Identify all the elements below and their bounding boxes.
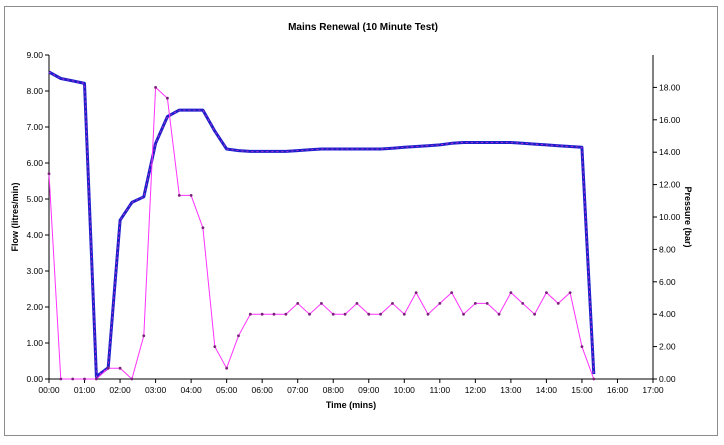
flow-point [308, 312, 311, 316]
flow-point [545, 291, 548, 294]
y-left-tick-label: 8.00 [26, 86, 43, 96]
x-tick-label: 02:00 [109, 385, 131, 395]
flow-point [580, 345, 584, 348]
flow-point [556, 302, 560, 305]
flow-point [166, 96, 169, 100]
flow-series-line [48, 86, 595, 380]
x-tick-label: 00:00 [38, 385, 60, 395]
flow-point [331, 312, 335, 316]
flow-point [343, 312, 347, 316]
flow-point [462, 312, 465, 316]
chart-frame: Mains Renewal (10 Minute Test) 00:00 01:0… [4, 6, 718, 436]
flow-point [402, 312, 406, 316]
y-left-tick-label: 7.00 [26, 122, 43, 132]
flow-point [296, 302, 300, 305]
chart-svg: Mains Renewal (10 Minute Test) 00:00 01:0… [10, 22, 693, 410]
y-right-axis-ticks: 0.00 2.00 4.00 6.00 8.00 10.00 12.00 14.00 16.00… [653, 82, 681, 384]
flow-point [213, 345, 217, 348]
y-left-tick-label: 2.00 [26, 302, 43, 312]
flow-point [391, 302, 394, 305]
flow-point [379, 312, 382, 316]
flow-point [260, 312, 264, 316]
y-left-tick-label: 9.00 [26, 50, 43, 60]
y-right-tick-label: 4.00 [659, 309, 676, 319]
y-left-tick-label: 5.00 [26, 194, 43, 204]
flow-point [568, 291, 572, 294]
flow-point [355, 302, 359, 305]
flow-point [426, 312, 430, 316]
x-axis-ticks: 00:00 01:00 02:00 03:00 04:00 05:00 06:00 07:00… [38, 379, 664, 395]
x-tick-label: 15:00 [571, 385, 593, 395]
y-left-axis-label: Flow (litres/min) [10, 182, 20, 251]
y-right-tick-label: 2.00 [659, 342, 676, 352]
flow-point [237, 334, 240, 338]
x-tick-label: 13:00 [500, 385, 522, 395]
y-left-tick-label: 1.00 [26, 338, 43, 348]
flow-point [83, 377, 86, 381]
x-tick-label: 17:00 [642, 385, 664, 395]
flow-point [592, 377, 596, 381]
y-right-tick-label: 8.00 [659, 244, 676, 254]
x-tick-label: 03:00 [145, 385, 167, 395]
flow-point [130, 377, 134, 381]
y-left-tick-label: 3.00 [26, 266, 43, 276]
flow-point [367, 312, 371, 316]
x-tick-label: 14:00 [536, 385, 558, 395]
flow-point [450, 291, 454, 294]
x-tick-label: 01:00 [74, 385, 96, 395]
y-right-tick-label: 18.00 [659, 82, 681, 92]
x-tick-label: 04:00 [180, 385, 202, 395]
x-tick-label: 06:00 [252, 385, 274, 395]
flow-point [533, 312, 536, 316]
y-left-tick-label: 0.00 [26, 374, 43, 384]
flow-point [414, 291, 418, 294]
flow-point [201, 226, 205, 230]
flow-point [438, 302, 442, 305]
flow-point [47, 172, 51, 176]
flow-point [485, 302, 489, 305]
pressure-series-line [48, 70, 596, 379]
y-right-tick-label: 10.00 [659, 212, 681, 222]
x-tick-label: 05:00 [216, 385, 238, 395]
flow-point [59, 377, 63, 381]
x-tick-label: 07:00 [287, 385, 309, 395]
flow-point [71, 377, 75, 381]
flow-point [118, 366, 122, 370]
series-layer [47, 70, 596, 381]
pressure-series-overlay [48, 71, 595, 378]
y-right-tick-label: 6.00 [659, 277, 676, 287]
flow-point [509, 291, 513, 294]
flow-point [177, 194, 181, 197]
y-left-tick-label: 4.00 [26, 230, 43, 240]
chart-title: Mains Renewal (10 Minute Test) [288, 22, 438, 33]
y-right-tick-label: 14.00 [659, 147, 681, 157]
x-tick-label: 10:00 [394, 385, 416, 395]
y-right-tick-label: 0.00 [659, 374, 676, 384]
flow-point [189, 194, 193, 197]
x-axis-label: Time (mins) [326, 400, 376, 410]
flow-point [272, 312, 276, 316]
flow-point [142, 334, 146, 338]
flow-point [473, 302, 477, 305]
y-right-tick-label: 16.00 [659, 115, 681, 125]
y-left-axis-ticks: 0.00 1.00 2.00 3.00 4.00 5.00 6.00 7.00 8.00 9.00 [26, 50, 49, 384]
x-tick-label: 11:00 [430, 385, 451, 395]
flow-point [497, 312, 501, 316]
x-tick-label: 16:00 [607, 385, 629, 395]
flow-point [248, 312, 252, 316]
x-tick-label: 08:00 [323, 385, 345, 395]
y-left-tick-label: 6.00 [26, 158, 43, 168]
flow-point [284, 312, 288, 316]
y-right-axis-label: Pressure (bar) [683, 186, 693, 247]
x-tick-label: 09:00 [358, 385, 380, 395]
flow-point [94, 377, 98, 381]
flow-point [106, 366, 110, 370]
flow-point [521, 302, 525, 305]
x-tick-label: 12:00 [465, 385, 487, 395]
flow-point [320, 302, 323, 305]
y-right-tick-label: 12.00 [659, 180, 681, 190]
flow-point [154, 86, 157, 89]
flow-point [225, 366, 229, 370]
